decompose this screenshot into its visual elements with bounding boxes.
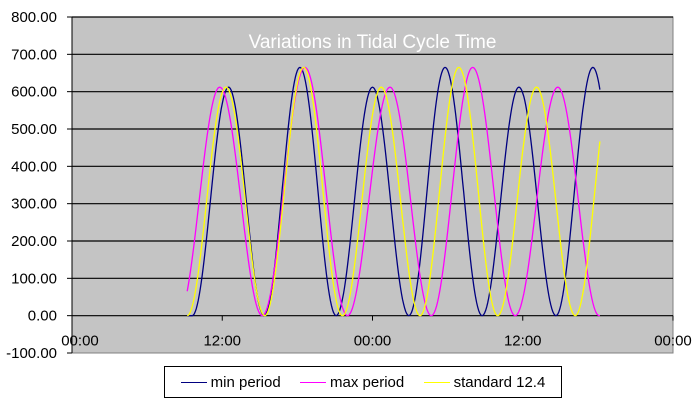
y-tick-label: 500.00 — [11, 121, 57, 138]
y-tick-label: 300.00 — [11, 196, 57, 213]
x-tick-label: 00:00 — [61, 333, 99, 350]
series-line-standard-12-4 — [186, 66, 601, 317]
legend-label: standard 12.4 — [453, 373, 546, 391]
x-tick-label: 12:00 — [504, 333, 542, 350]
y-tick-label: 0.00 — [28, 308, 57, 325]
series-line-max-period — [186, 66, 600, 317]
legend-swatch — [423, 381, 450, 383]
y-tick-label: 800.00 — [11, 9, 57, 26]
y-tick-label: 700.00 — [11, 46, 57, 63]
legend-item-standard: standard 12.4 — [423, 373, 546, 391]
x-tick-label: 00:00 — [654, 333, 692, 350]
legend-item-min-period: min period — [180, 373, 281, 391]
y-tick-label: 600.00 — [11, 84, 57, 101]
legend-label: min period — [210, 373, 281, 391]
x-tick-label: 00:00 — [354, 333, 392, 350]
legend-item-max-period: max period — [300, 374, 404, 391]
y-tick-label: 100.00 — [11, 270, 57, 287]
chart-title: Variations in Tidal Cycle Time — [249, 32, 497, 53]
legend-swatch — [300, 381, 327, 383]
y-tick-label: 400.00 — [11, 158, 57, 175]
y-tick-label: -100.00 — [6, 345, 57, 362]
legend: min period max period standard 12.4 — [164, 366, 562, 398]
legend-swatch — [180, 381, 207, 383]
legend-label: max period — [330, 373, 405, 391]
x-tick-label: 12:00 — [203, 333, 241, 350]
y-tick-label: 200.00 — [11, 233, 57, 250]
plot-area — [71, 16, 674, 354]
